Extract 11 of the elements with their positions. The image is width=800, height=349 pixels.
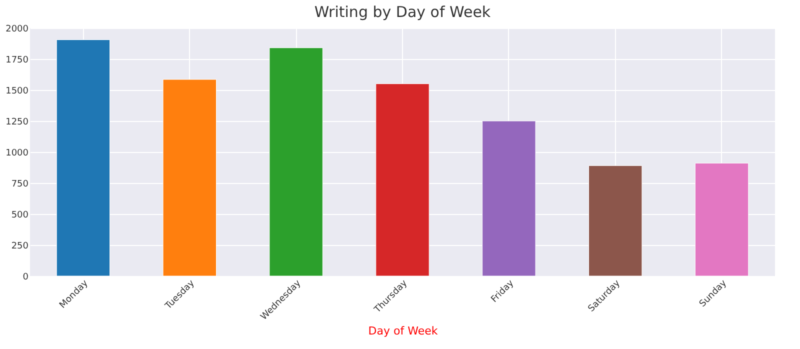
- y-tick-label: 500: [11, 210, 29, 220]
- y-tick-label: 1500: [6, 86, 29, 96]
- y-tick-label: 1000: [6, 148, 29, 158]
- y-tick-label: 250: [11, 242, 29, 252]
- y-tick-label: 1750: [6, 56, 29, 66]
- y-tick-label: 750: [11, 180, 29, 190]
- chart-title: Writing by Day of Week: [314, 3, 491, 21]
- x-axis-title: Day of Week: [368, 324, 438, 338]
- y-tick-label: 2000: [6, 24, 29, 34]
- y-tick-label: 0: [22, 272, 29, 282]
- y-tick-label: 1250: [6, 118, 29, 128]
